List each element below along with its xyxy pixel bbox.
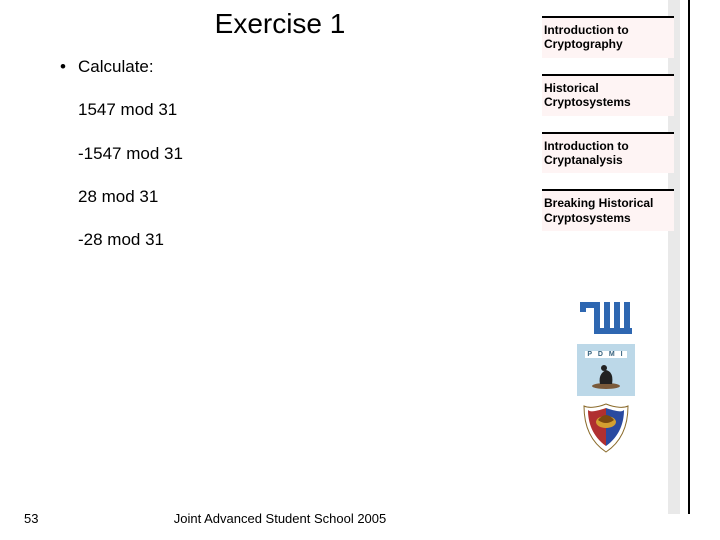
sidebar-entry-historical: Historical Cryptosystems bbox=[542, 74, 674, 116]
slide-content: • Calculate: 1547 mod 31 -1547 mod 31 28… bbox=[60, 56, 500, 272]
bullet-label: Calculate: bbox=[78, 56, 154, 77]
calc-item-1: 1547 mod 31 bbox=[78, 99, 500, 120]
pdmi-label: P D M I bbox=[585, 351, 626, 358]
bullet-calculate: • Calculate: bbox=[60, 56, 500, 77]
sidebar-entry-breaking: Breaking Historical Cryptosystems bbox=[542, 189, 674, 231]
sidebar-spacer bbox=[542, 58, 674, 74]
bullet-dot: • bbox=[60, 56, 78, 77]
calc-item-3: 28 mod 31 bbox=[78, 186, 500, 207]
sidebar-spacer bbox=[542, 0, 674, 16]
university-crest-icon bbox=[578, 402, 634, 454]
sidebar-outer-rule bbox=[688, 0, 690, 514]
sidebar: Introduction to Cryptography Historical … bbox=[542, 0, 674, 231]
slide: Exercise 1 • Calculate: 1547 mod 31 -154… bbox=[0, 0, 720, 540]
sidebar-entry-intro-crypto: Introduction to Cryptography bbox=[542, 16, 674, 58]
footer-text: Joint Advanced Student School 2005 bbox=[0, 511, 560, 526]
pdmi-logo-icon: P D M I bbox=[577, 344, 635, 396]
logo-stack: P D M I bbox=[550, 298, 662, 460]
tum-logo-icon bbox=[576, 298, 636, 338]
sidebar-spacer bbox=[542, 173, 674, 189]
slide-title: Exercise 1 bbox=[0, 8, 560, 40]
calc-item-2: -1547 mod 31 bbox=[78, 143, 500, 164]
sidebar-spacer bbox=[542, 116, 674, 132]
calc-item-4: -28 mod 31 bbox=[78, 229, 500, 250]
sidebar-entry-cryptanalysis: Introduction to Cryptanalysis bbox=[542, 132, 674, 174]
